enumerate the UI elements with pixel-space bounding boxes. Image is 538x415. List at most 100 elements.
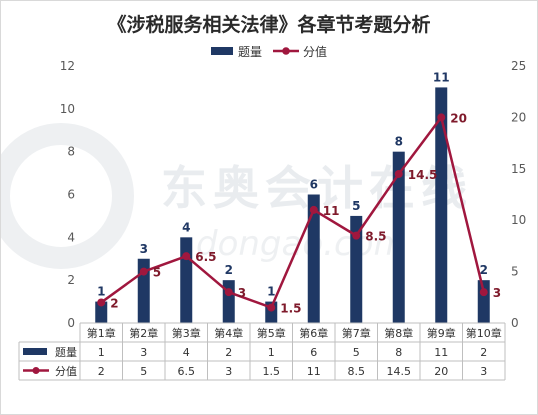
bar [350, 215, 363, 323]
table-cell: 6.5 [178, 365, 196, 378]
line-data-label: 20 [450, 111, 467, 125]
table-cell: 1 [98, 346, 105, 359]
y-right-tick-label: 20 [511, 110, 526, 124]
x-category-label: 第4章 [214, 326, 243, 340]
line-point [224, 288, 233, 297]
bar-data-label: 1 [267, 285, 275, 299]
line-point [479, 288, 488, 297]
line-path [100, 116, 485, 309]
watermark-en: dongao.com [196, 224, 407, 264]
bar-data-label: 1 [97, 285, 105, 299]
x-category-label: 第1章 [87, 326, 116, 340]
bar-data-label: 4 [182, 220, 190, 234]
line-point [437, 113, 446, 122]
table-key-bar [23, 348, 47, 355]
x-category-label: 第3章 [172, 326, 201, 340]
bar [392, 151, 405, 323]
bar-data-label: 6 [310, 178, 318, 192]
table-cell: 3 [225, 365, 232, 378]
bar [222, 280, 235, 323]
line-point [309, 205, 318, 214]
y-right-tick-label: 25 [511, 59, 526, 73]
x-category-label: 第5章 [257, 326, 286, 340]
bar-data-label: 11 [433, 70, 450, 84]
x-category-label: 第10章 [466, 326, 502, 340]
legend-swatch-bar [211, 47, 233, 55]
y-left-tick-label: 10 [60, 102, 75, 116]
line-data-label: 3 [238, 286, 246, 300]
table-cell: 14.5 [387, 365, 412, 378]
line-data-label: 2 [110, 296, 118, 310]
y-left-tick-label: 0 [67, 316, 75, 330]
y-right-tick-label: 5 [511, 265, 519, 279]
table-cell: 1.5 [263, 365, 281, 378]
y-right-tick-label: 15 [511, 162, 526, 176]
table-cell: 5 [140, 365, 147, 378]
table-cell: 1 [268, 346, 275, 359]
bar-data-label: 8 [395, 135, 403, 149]
table-row-header: 分值 [55, 365, 77, 378]
y-axis-right: 0 5 10 15 20 25 [511, 59, 526, 330]
bar [180, 237, 193, 323]
y-left-tick-label: 8 [67, 145, 75, 159]
line-point [267, 303, 276, 312]
line-data-label: 11 [323, 204, 340, 218]
table-row-header: 题量 [55, 346, 77, 359]
line-point [394, 169, 403, 178]
table-cell: 3 [480, 365, 487, 378]
y-left-tick-label: 6 [67, 188, 75, 202]
bar [435, 87, 448, 324]
line-point [139, 267, 148, 276]
line-data-label: 3 [493, 286, 501, 300]
bar-data-label: 2 [480, 263, 488, 277]
bar-data-label: 3 [140, 242, 148, 256]
watermark-logo-icon [1, 123, 134, 269]
y-left-tick-label: 4 [67, 230, 75, 244]
table-key-marker [32, 367, 40, 374]
table-cell: 11 [434, 346, 448, 359]
y-right-tick-label: 0 [511, 316, 519, 330]
bar-data-label: 5 [352, 199, 360, 213]
line-data-label: 6.5 [195, 250, 216, 264]
bar [307, 194, 320, 323]
watermark: 东奥会计在线 dongao.com [1, 123, 467, 269]
legend: 题量 分值 [211, 44, 327, 59]
line-point [97, 298, 106, 307]
table-cell: 8.5 [348, 365, 366, 378]
line-point [352, 231, 361, 240]
x-category-label: 第9章 [427, 326, 456, 340]
legend-label-line: 分值 [303, 44, 327, 59]
line-data-label: 5 [153, 266, 161, 280]
table-cell: 4 [183, 346, 190, 359]
bar-data-label: 2 [225, 263, 233, 277]
x-category-label: 第6章 [299, 326, 328, 340]
table-cell: 8 [395, 346, 402, 359]
bar [477, 280, 490, 323]
table-cell: 3 [140, 346, 147, 359]
table-cell: 2 [225, 346, 232, 359]
y-left-tick-label: 12 [60, 59, 75, 73]
table-cell: 5 [353, 346, 360, 359]
table-cell: 11 [307, 365, 321, 378]
x-category-label: 第8章 [384, 326, 413, 340]
line-data-label: 8.5 [365, 230, 386, 244]
table-cell: 2 [98, 365, 105, 378]
table-cell: 6 [310, 346, 317, 359]
line-point [182, 252, 191, 261]
y-axis-left: 0 2 4 6 8 10 12 [60, 59, 75, 330]
y-right-tick-label: 10 [511, 213, 526, 227]
line-data-label: 1.5 [280, 302, 301, 316]
y-left-tick-label: 2 [67, 273, 75, 287]
legend-label-bar: 题量 [238, 45, 262, 59]
chart-title: 《涉税服务相关法律》各章节考题分析 [107, 13, 430, 36]
table-cell: 20 [434, 365, 448, 378]
line-data-label: 14.5 [408, 168, 438, 182]
x-category-label: 第2章 [129, 326, 158, 340]
table-cell: 2 [480, 346, 487, 359]
bar [95, 301, 108, 323]
legend-marker-line [282, 47, 290, 55]
